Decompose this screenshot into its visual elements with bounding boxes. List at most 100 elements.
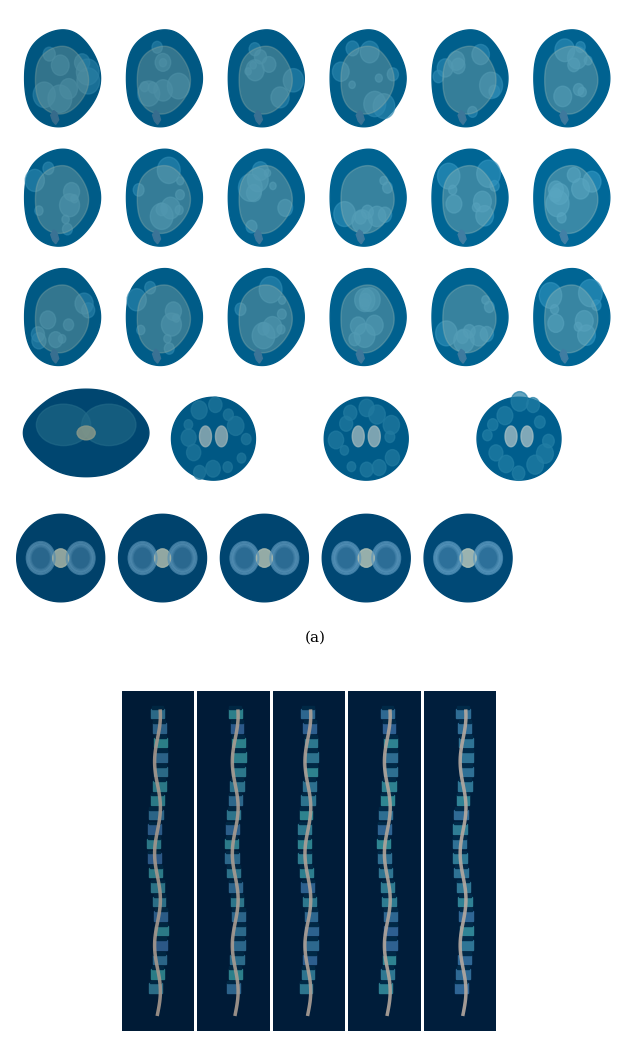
Polygon shape <box>239 46 292 114</box>
Bar <box>459 955 471 964</box>
Circle shape <box>385 431 395 443</box>
Polygon shape <box>152 350 161 363</box>
Polygon shape <box>35 46 89 114</box>
Bar <box>231 778 243 781</box>
Bar <box>227 981 239 983</box>
Bar <box>378 850 390 853</box>
Bar <box>226 822 238 824</box>
Circle shape <box>52 55 69 75</box>
Bar <box>457 879 469 883</box>
Circle shape <box>549 188 561 202</box>
Circle shape <box>352 209 372 233</box>
Polygon shape <box>330 269 406 365</box>
Polygon shape <box>443 46 496 114</box>
Circle shape <box>335 544 358 572</box>
Circle shape <box>259 276 282 303</box>
Bar <box>461 937 472 940</box>
Circle shape <box>227 417 244 436</box>
Bar <box>383 723 396 733</box>
Bar <box>154 778 165 781</box>
Circle shape <box>278 296 285 305</box>
Bar <box>459 952 471 955</box>
Bar <box>306 764 317 766</box>
Polygon shape <box>25 30 101 127</box>
Bar <box>384 952 395 955</box>
Bar <box>149 868 163 877</box>
Circle shape <box>578 87 587 96</box>
Bar <box>301 865 312 868</box>
Bar <box>229 709 242 718</box>
Circle shape <box>43 47 55 61</box>
Bar <box>379 807 391 810</box>
Circle shape <box>374 544 398 572</box>
Polygon shape <box>341 46 394 114</box>
Circle shape <box>62 223 72 235</box>
Circle shape <box>539 283 562 309</box>
Circle shape <box>347 462 356 471</box>
Circle shape <box>555 39 575 62</box>
Circle shape <box>328 431 343 449</box>
Bar <box>229 796 242 805</box>
Bar <box>306 909 317 911</box>
Polygon shape <box>432 269 508 365</box>
Circle shape <box>262 57 276 72</box>
Bar <box>384 926 398 935</box>
Circle shape <box>161 313 181 336</box>
Bar <box>225 839 238 848</box>
Bar <box>379 868 392 877</box>
Polygon shape <box>255 350 262 363</box>
Bar <box>226 850 238 853</box>
Bar <box>298 853 311 863</box>
Circle shape <box>193 466 205 480</box>
Circle shape <box>470 326 488 347</box>
Circle shape <box>483 429 492 441</box>
Bar <box>231 952 243 955</box>
Circle shape <box>206 461 220 477</box>
Bar <box>155 735 166 738</box>
Polygon shape <box>424 514 512 602</box>
Circle shape <box>246 60 264 81</box>
Circle shape <box>575 322 582 331</box>
Circle shape <box>360 288 380 311</box>
Bar <box>301 883 314 892</box>
Circle shape <box>472 44 490 65</box>
Bar <box>385 937 396 940</box>
Circle shape <box>472 203 480 211</box>
Bar <box>153 723 166 733</box>
Circle shape <box>154 80 173 102</box>
Bar <box>232 909 244 911</box>
Circle shape <box>271 87 289 108</box>
Bar <box>151 709 164 718</box>
Circle shape <box>49 332 62 348</box>
Bar <box>154 766 167 776</box>
Polygon shape <box>220 514 308 602</box>
Circle shape <box>489 445 503 461</box>
Bar <box>460 735 472 738</box>
Circle shape <box>497 406 513 425</box>
Bar <box>452 839 466 848</box>
Bar <box>461 926 473 935</box>
Bar <box>301 796 314 805</box>
Circle shape <box>369 405 386 424</box>
Circle shape <box>209 397 222 413</box>
Circle shape <box>127 289 146 311</box>
Polygon shape <box>369 426 381 447</box>
Circle shape <box>69 544 93 572</box>
Bar <box>455 865 467 868</box>
Text: (a): (a) <box>304 630 326 644</box>
Circle shape <box>43 162 54 175</box>
Bar <box>454 850 466 853</box>
Bar <box>149 822 160 824</box>
Bar <box>305 911 318 920</box>
Bar <box>155 752 168 761</box>
Bar <box>304 952 316 955</box>
Circle shape <box>437 163 460 190</box>
Bar <box>232 738 245 748</box>
Circle shape <box>436 544 460 572</box>
Circle shape <box>161 197 180 219</box>
Bar <box>149 810 163 820</box>
Circle shape <box>375 74 382 82</box>
Polygon shape <box>432 150 508 246</box>
Circle shape <box>355 210 367 224</box>
Circle shape <box>364 91 386 116</box>
